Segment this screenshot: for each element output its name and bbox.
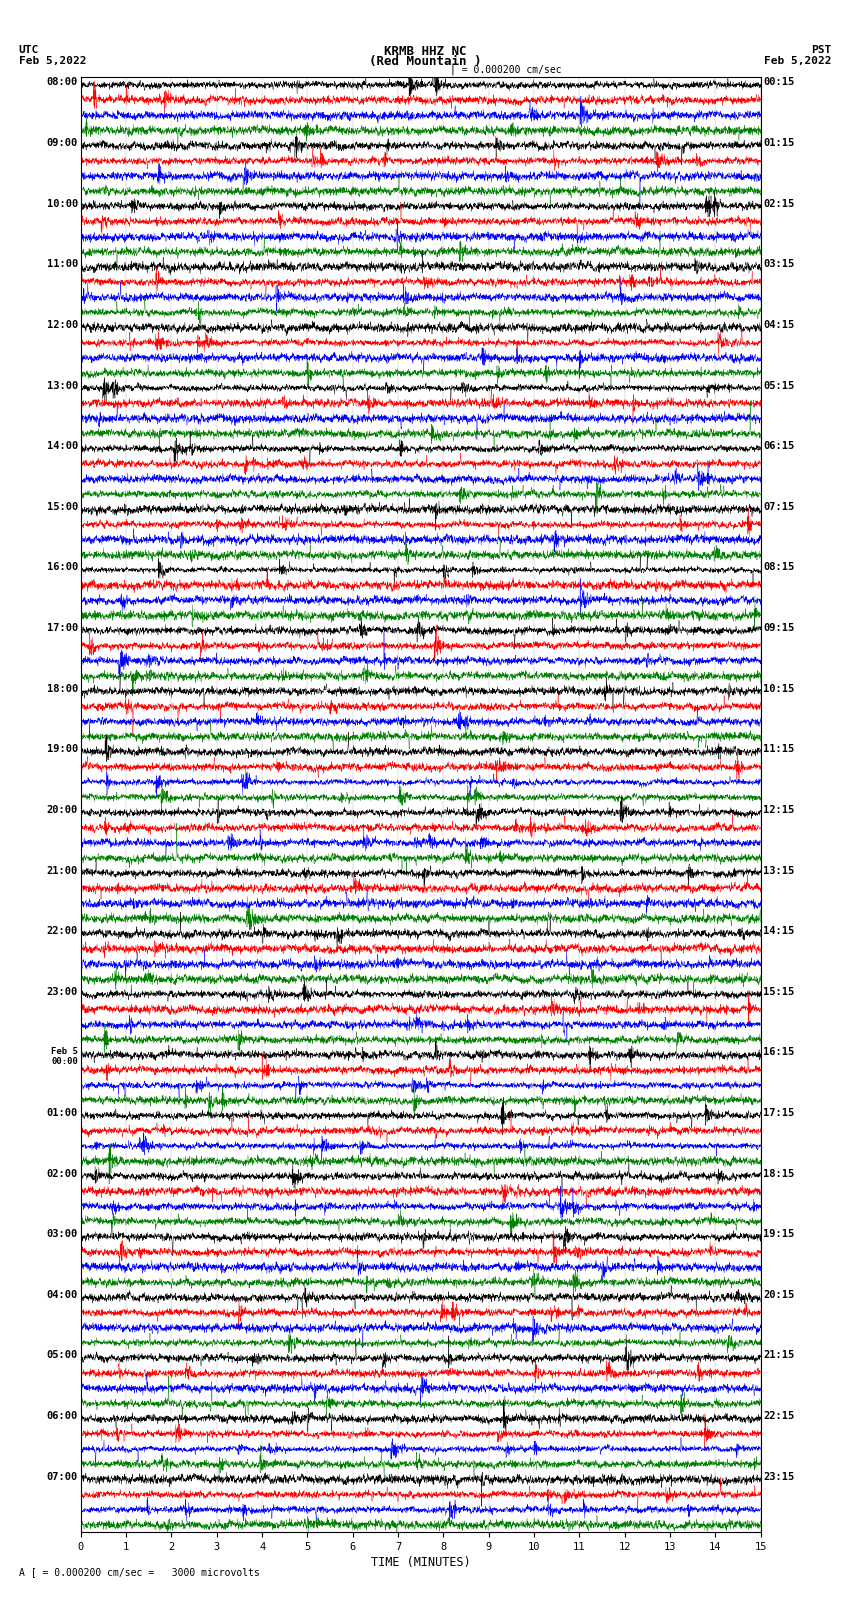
Text: 09:00: 09:00 [47, 139, 78, 148]
Text: 19:15: 19:15 [763, 1229, 795, 1239]
Text: KRMB HHZ NC: KRMB HHZ NC [383, 45, 467, 58]
Text: 13:15: 13:15 [763, 866, 795, 876]
Text: 17:00: 17:00 [47, 623, 78, 632]
Text: 14:15: 14:15 [763, 926, 795, 936]
Text: 21:15: 21:15 [763, 1350, 795, 1360]
Text: 13:00: 13:00 [47, 381, 78, 390]
Text: 02:00: 02:00 [47, 1168, 78, 1179]
Text: 19:00: 19:00 [47, 744, 78, 755]
Text: 23:00: 23:00 [47, 987, 78, 997]
Text: 20:00: 20:00 [47, 805, 78, 815]
Text: 22:15: 22:15 [763, 1411, 795, 1421]
Text: 17:15: 17:15 [763, 1108, 795, 1118]
Text: 01:00: 01:00 [47, 1108, 78, 1118]
Text: 20:15: 20:15 [763, 1290, 795, 1300]
Text: 10:00: 10:00 [47, 198, 78, 208]
Text: UTC: UTC [19, 45, 39, 55]
Text: 18:00: 18:00 [47, 684, 78, 694]
Text: 07:00: 07:00 [47, 1471, 78, 1482]
Text: 00:15: 00:15 [763, 77, 795, 87]
Text: 01:15: 01:15 [763, 139, 795, 148]
Text: 06:15: 06:15 [763, 440, 795, 452]
Text: Feb 5
00:00: Feb 5 00:00 [51, 1047, 78, 1066]
Text: 14:00: 14:00 [47, 440, 78, 452]
Text: 23:15: 23:15 [763, 1471, 795, 1482]
Text: 22:00: 22:00 [47, 926, 78, 936]
Text: 16:15: 16:15 [763, 1047, 795, 1058]
Text: 12:00: 12:00 [47, 319, 78, 331]
Text: 04:00: 04:00 [47, 1290, 78, 1300]
Text: 03:00: 03:00 [47, 1229, 78, 1239]
Text: (Red Mountain ): (Red Mountain ) [369, 55, 481, 68]
Text: A [ = 0.000200 cm/sec =   3000 microvolts: A [ = 0.000200 cm/sec = 3000 microvolts [19, 1568, 259, 1578]
Text: 08:00: 08:00 [47, 77, 78, 87]
Text: 08:15: 08:15 [763, 563, 795, 573]
X-axis label: TIME (MINUTES): TIME (MINUTES) [371, 1557, 471, 1569]
Text: 15:15: 15:15 [763, 987, 795, 997]
Text: Feb 5,2022: Feb 5,2022 [764, 56, 831, 66]
Text: 11:15: 11:15 [763, 744, 795, 755]
Text: 11:00: 11:00 [47, 260, 78, 269]
Text: 21:00: 21:00 [47, 866, 78, 876]
Text: 03:15: 03:15 [763, 260, 795, 269]
Text: PST: PST [811, 45, 831, 55]
Text: 10:15: 10:15 [763, 684, 795, 694]
Text: 12:15: 12:15 [763, 805, 795, 815]
Text: 02:15: 02:15 [763, 198, 795, 208]
Text: 07:15: 07:15 [763, 502, 795, 511]
Text: 15:00: 15:00 [47, 502, 78, 511]
Text: 04:15: 04:15 [763, 319, 795, 331]
Text: Feb 5,2022: Feb 5,2022 [19, 56, 86, 66]
Text: 06:00: 06:00 [47, 1411, 78, 1421]
Text: 16:00: 16:00 [47, 563, 78, 573]
Text: | = 0.000200 cm/sec: | = 0.000200 cm/sec [450, 65, 562, 76]
Text: 05:15: 05:15 [763, 381, 795, 390]
Text: 09:15: 09:15 [763, 623, 795, 632]
Text: 18:15: 18:15 [763, 1168, 795, 1179]
Text: 05:00: 05:00 [47, 1350, 78, 1360]
